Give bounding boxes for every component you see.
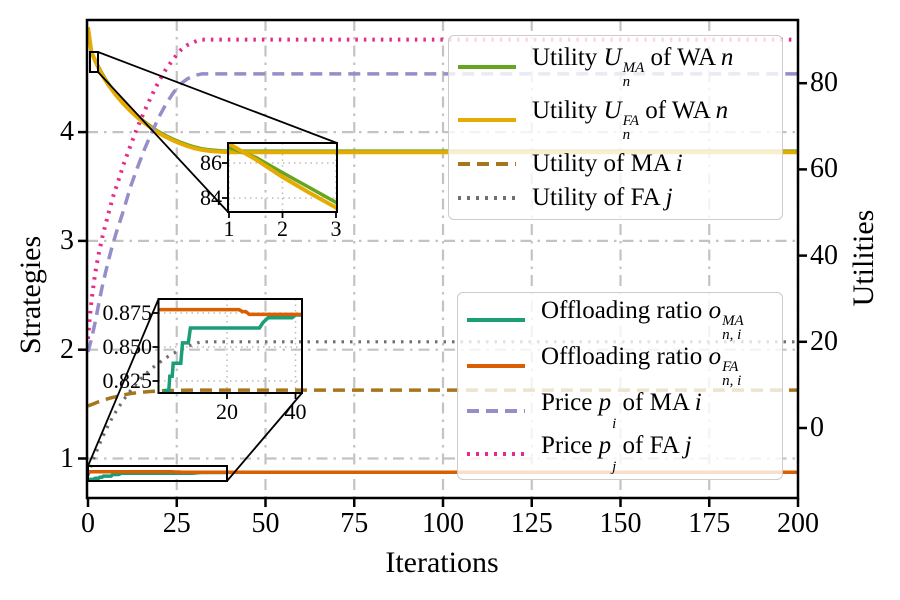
inset-x-tick-label: 2: [277, 216, 288, 241]
legend-utilities: Utility U MA n of WA n Utility U FA n of WA n…: [448, 35, 783, 220]
inset-x-tick-label: 1: [223, 216, 235, 241]
x-tick-label: 175: [688, 508, 731, 539]
inset-series-orange: [158, 307, 302, 317]
legend-row: Utility U FA n of WA n: [449, 98, 782, 142]
legend-label: Offloading ratio o FA n, i: [541, 343, 742, 389]
inset-x-tick-label: 40: [284, 399, 307, 424]
inset-series-teal: [163, 313, 302, 393]
zoom-marks: [87, 51, 338, 482]
x-tick-label: 125: [510, 508, 553, 539]
inset-series-yellow: [228, 143, 337, 211]
legend-line-solid-icon: [467, 318, 525, 322]
series-purple: [87, 72, 798, 353]
inset-frame: [157, 298, 303, 394]
legend-row: Utility of MA i: [449, 151, 782, 176]
series-pink: [87, 37, 798, 339]
connector: [226, 392, 303, 482]
legend-line-solid-icon: [458, 64, 516, 69]
legend-label: Offloading ratio o MA n, i: [541, 297, 744, 343]
left-tick-label: 4: [60, 116, 74, 148]
legend-line-solid-icon: [467, 364, 525, 368]
left-tick-label: 1: [60, 442, 74, 474]
legend-row: Offloading ratio o FA n, i: [458, 343, 782, 389]
right-tick-label: 40: [810, 239, 838, 271]
zoom-region-1: [89, 51, 99, 73]
legend-line-dotted-icon: [467, 451, 525, 456]
inset-x-tick-label: 3: [330, 216, 342, 241]
inset-y-tick-label: 0.825: [102, 368, 153, 393]
inset-y-tick-label: 0.875: [102, 300, 153, 325]
series-gray: [87, 340, 798, 476]
right-tick-label: 0: [810, 412, 824, 443]
legend-line-dashed-icon: [458, 161, 516, 166]
legend-strategies: Offloading ratio o MA n, i Offloading ratio…: [457, 292, 783, 480]
left-axis-label: Strategies: [14, 235, 47, 355]
legend-row: Offloading ratio o MA n, i: [458, 297, 782, 343]
connector: [97, 71, 229, 213]
inset-utility: [222, 142, 338, 218]
x-tick-label: 150: [599, 508, 642, 539]
legend-line-dashed-icon: [467, 408, 525, 413]
x-tick-label: 25: [162, 508, 191, 539]
legend-line-solid-icon: [458, 117, 516, 122]
x-tick-label: 200: [777, 508, 819, 539]
inset-y-tick-label: 86: [200, 150, 222, 175]
legend-label: Utility of MA i: [532, 150, 683, 178]
inset-y-tick-label: 84: [200, 185, 222, 210]
x-tick-label: 100: [422, 508, 464, 539]
x-axis-label: Iterations: [385, 546, 499, 579]
legend-row: Utility of FA j: [449, 185, 782, 210]
inset-ratio: [152, 298, 303, 399]
right-tick-label: 80: [810, 67, 838, 99]
right-axis-label: Utilities: [847, 209, 880, 307]
series-yellow: [87, 26, 798, 155]
x-tick-label: 50: [251, 508, 280, 539]
inset-series-green: [228, 143, 337, 205]
inset-x-tick-label: 20: [216, 399, 238, 424]
axes-frame: [78, 18, 807, 507]
inset-y-tick-label: 0.850: [102, 334, 153, 359]
right-tick-label: 20: [810, 325, 838, 357]
series-brown: [87, 388, 798, 408]
legend-label: Utility U MA n of WA n: [532, 43, 734, 90]
x-tick-label: 75: [340, 508, 369, 539]
connector: [87, 298, 160, 467]
right-tick-label: 60: [810, 153, 838, 185]
left-tick-label: 2: [60, 333, 74, 365]
legend-label: Utility U FA n of WA n: [532, 96, 729, 143]
connector: [97, 51, 338, 144]
series-layer: [87, 26, 798, 482]
left-tick-label: 3: [60, 224, 74, 256]
legend-label: Utility of FA j: [532, 184, 673, 212]
x-tick-label: 0: [81, 508, 95, 539]
legend-row: Utility U MA n of WA n: [449, 45, 782, 89]
legend-line-dotted-icon: [458, 195, 516, 200]
